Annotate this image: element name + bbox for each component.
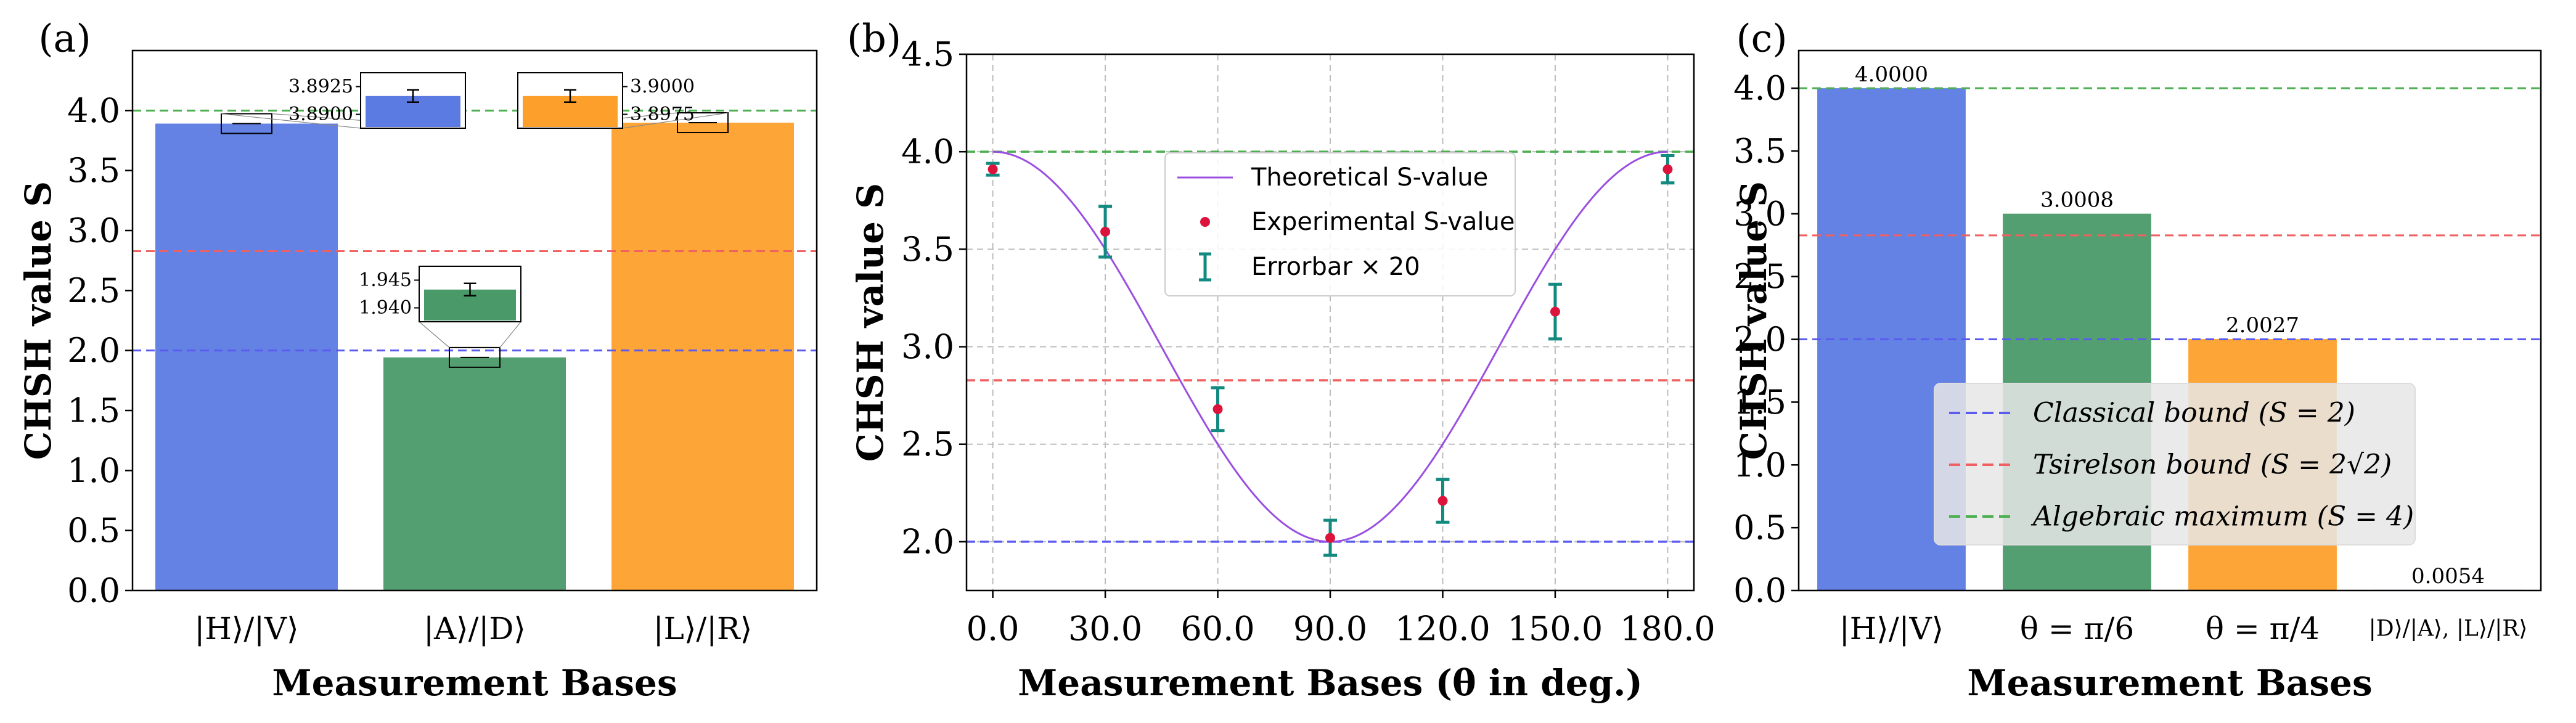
ytick-label-4: 4.0 — [901, 133, 954, 171]
inset-tick-label: 3.8975 — [630, 104, 695, 125]
bar-2 — [611, 123, 794, 591]
xtick-label-1: θ = π/6 — [2020, 611, 2134, 647]
ytick-label: 3.0 — [67, 211, 120, 250]
legend-marker-exp — [1200, 217, 1210, 227]
ytick-label-4: 2.0 — [1733, 320, 1786, 359]
legend-label-errorbar: Errorbar × 20 — [1251, 253, 1420, 281]
data-point-2 — [1212, 404, 1223, 414]
bar-0 — [155, 123, 338, 590]
legend-label-2: Algebraic maximum (S = 4) — [2030, 501, 2414, 533]
ytick-label-1: 2.5 — [901, 425, 954, 464]
xtick-label-2: 60.0 — [1180, 610, 1254, 648]
inset-connector — [419, 321, 450, 348]
inset-tick-label: 3.8925 — [288, 76, 353, 97]
xtick-label-6: 180.0 — [1620, 610, 1715, 648]
panel-b-label: (b) — [847, 16, 901, 61]
ytick-label-5: 4.5 — [901, 35, 954, 74]
ytick-label: 4.0 — [67, 91, 120, 130]
value-label-1: 3.0008 — [2040, 188, 2114, 213]
x-axis-label: Measurement Bases — [272, 662, 677, 704]
inset-tick-label: 1.940 — [359, 297, 412, 319]
y-axis-label: CHSH value S — [849, 183, 891, 462]
inset-connector — [221, 113, 361, 129]
data-point-5 — [1550, 306, 1560, 317]
legend-label-0: Classical bound (S = 2) — [2033, 398, 2355, 429]
xtick-label-2: θ = π/4 — [2206, 611, 2320, 647]
y-axis-label: CHSH value S — [1733, 181, 1775, 460]
value-label-2: 2.0027 — [2226, 313, 2299, 338]
xtick-label-1: |A⟩/|D⟩ — [423, 611, 526, 647]
ytick-label-7: 3.5 — [1733, 131, 1786, 170]
xtick-label-0: |H⟩/|V⟩ — [1839, 611, 1944, 647]
zoom-box-1 — [449, 346, 501, 368]
data-point-6 — [1662, 164, 1673, 174]
ytick-label-1: 0.5 — [1733, 509, 1786, 547]
legend-label-1: Tsirelson bound (S = 2√2) — [2033, 449, 2392, 481]
xtick-label-5: 150.0 — [1508, 610, 1603, 648]
ytick-label: 0.5 — [67, 511, 120, 550]
zoom-box-2 — [677, 112, 729, 134]
ytick-label-2: 1.0 — [1733, 446, 1786, 484]
ytick-label-0: 2.0 — [901, 522, 954, 561]
data-point-1 — [1100, 226, 1111, 237]
xtick-label-3: |D⟩/|A⟩, |L⟩/|R⟩ — [2369, 616, 2528, 642]
axes-frame — [131, 49, 818, 592]
xtick-label-1: 30.0 — [1068, 610, 1142, 648]
inset-connector — [499, 321, 521, 348]
inset-tick-label: 3.8900 — [288, 104, 353, 125]
ytick-label: 2.5 — [67, 271, 120, 310]
panel-c: (c) 4.0000 |H⟩/|V⟩ 3.0008 θ = π/6 2.0027 θ = π… — [1733, 16, 2542, 704]
inset-connector — [622, 112, 729, 129]
xtick-label-2: |L⟩/|R⟩ — [653, 611, 752, 647]
x-axis-label: Measurement Bases — [1967, 662, 2372, 704]
legend-label-exp: Experimental S-value — [1251, 208, 1515, 236]
x-axis-label: Measurement Bases (θ in deg.) — [1018, 662, 1643, 704]
xtick-label-0: |H⟩/|V⟩ — [194, 611, 298, 647]
inset-tick-label: 3.9000 — [630, 76, 695, 97]
panel-a-label: (a) — [38, 16, 91, 61]
ytick-label-3: 1.5 — [1733, 383, 1786, 422]
data-point-3 — [1325, 533, 1335, 543]
legend-label-theory: Theoretical S-value — [1251, 163, 1488, 192]
ytick-label: 1.5 — [67, 391, 120, 430]
ytick-label: 0.0 — [67, 571, 120, 610]
zoom-box-0 — [221, 113, 272, 134]
value-label-0: 4.0000 — [1855, 62, 1928, 87]
panel-a: (a) |H⟩/|V⟩ |A⟩/|D⟩ |L⟩/|R⟩ 0.0 0.5 1.0 1.5 2.0 2… — [17, 16, 818, 704]
bar-1 — [383, 357, 566, 590]
xtick-label-3: 90.0 — [1293, 610, 1367, 648]
panel-b: (b) 0.0 30.0 60.0 90.0 120.0 150.0 180.0 2.0 2.5 3… — [847, 16, 1715, 705]
data-point-4 — [1437, 496, 1448, 506]
legend-box — [1934, 383, 2416, 545]
ytick-label-5: 2.5 — [1733, 257, 1786, 296]
y-axis-label: CHSH value S — [17, 181, 59, 460]
ytick-label-8: 4.0 — [1733, 69, 1786, 108]
panel-c-label: (c) — [1736, 16, 1787, 61]
ytick-label-3: 3.5 — [901, 230, 954, 269]
ytick-label: 1.0 — [67, 451, 120, 490]
axes-frame — [1797, 49, 2542, 592]
value-label-3: 0.0054 — [2411, 564, 2485, 589]
legend-box — [1164, 152, 1516, 296]
xtick-label-4: 120.0 — [1395, 610, 1490, 648]
ytick-label: 3.5 — [67, 151, 120, 190]
xtick-label-0: 0.0 — [967, 610, 1020, 648]
ytick-label-0: 0.0 — [1733, 571, 1786, 610]
data-point-0 — [987, 164, 998, 174]
ytick-label-2: 3.0 — [901, 327, 954, 366]
ytick-label-6: 3.0 — [1733, 194, 1786, 233]
ytick-label: 2.0 — [67, 331, 120, 370]
inset-tick-label: 1.945 — [359, 269, 412, 291]
